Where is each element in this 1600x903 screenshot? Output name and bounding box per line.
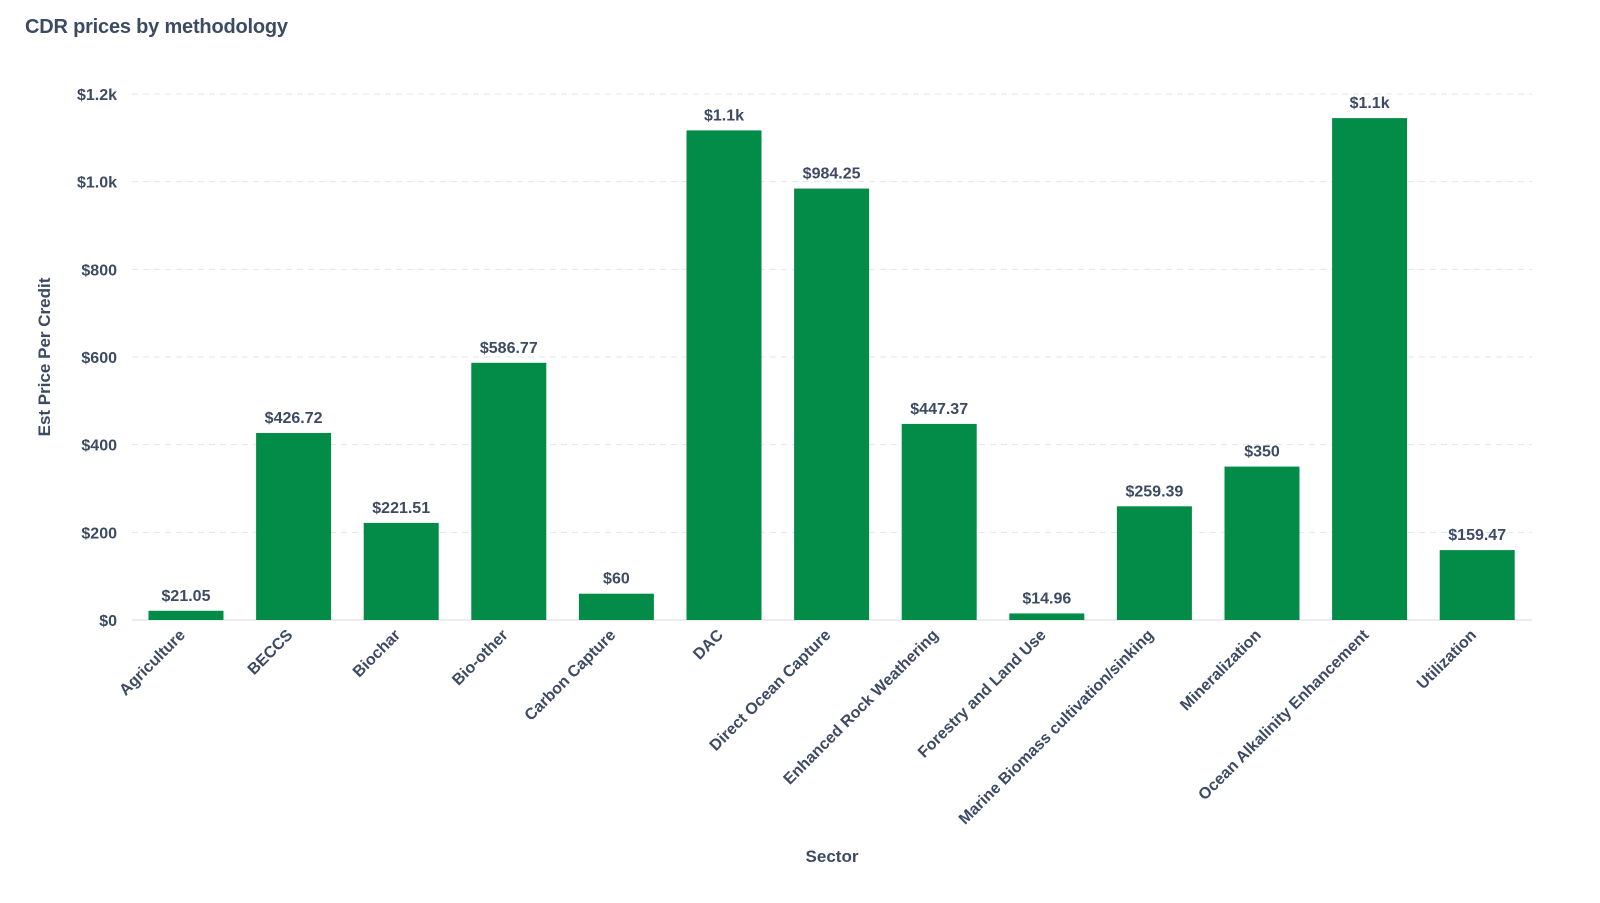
- x-tick-label: Agriculture: [116, 627, 188, 699]
- y-tick-label: $800: [81, 262, 117, 279]
- x-tick-label: BECCS: [245, 627, 297, 679]
- data-label: $447.37: [910, 401, 968, 418]
- x-tick-label: Marine Biomass cultivation/sinking: [956, 627, 1157, 828]
- y-tick-label: $1.2k: [77, 87, 117, 104]
- x-tick-label: Utilization: [1414, 627, 1480, 693]
- bars: [148, 118, 1515, 621]
- y-tick-label: $400: [81, 438, 117, 455]
- bar[interactable]: [686, 130, 762, 621]
- x-axis-title: Sector: [806, 847, 859, 866]
- bar[interactable]: [794, 188, 870, 620]
- data-label: $984.25: [803, 166, 861, 183]
- data-label: $259.39: [1125, 483, 1183, 500]
- bar[interactable]: [578, 593, 654, 620]
- y-tick-label: $200: [81, 525, 117, 542]
- y-axis-title: Est Price Per Credit: [35, 277, 54, 436]
- data-label: $1.1k: [704, 107, 744, 124]
- x-tick-label: Direct Ocean Capture: [707, 627, 835, 755]
- bar[interactable]: [1332, 118, 1408, 620]
- data-label: $1.1k: [1350, 95, 1390, 112]
- y-tick-label: $600: [81, 350, 117, 367]
- bar[interactable]: [1009, 613, 1085, 620]
- bar[interactable]: [256, 432, 332, 620]
- bar[interactable]: [148, 610, 224, 620]
- bar[interactable]: [901, 423, 977, 620]
- x-tick-label: Ocean Alkalinity Enhancement: [1195, 626, 1372, 803]
- data-label: $60: [603, 571, 630, 588]
- bar[interactable]: [1224, 466, 1300, 620]
- y-tick-label: $0: [99, 613, 117, 630]
- data-label: $586.77: [480, 340, 538, 357]
- x-tick-label: Carbon Capture: [522, 627, 620, 725]
- data-labels: $21.05 $426.72 $221.51 $586.77 $60 $1.1k $984.…: [162, 95, 1507, 607]
- y-axis-ticks: $0 $200 $400 $600 $800 $1.0k $1.2k: [77, 87, 117, 630]
- x-tick-label: Bio-other: [449, 627, 511, 689]
- x-tick-label: Mineralization: [1177, 627, 1264, 714]
- y-tick-label: $1.0k: [77, 175, 117, 192]
- chart-title: CDR prices by methodology: [25, 16, 288, 38]
- data-label: $14.96: [1022, 590, 1071, 607]
- x-tick-label: Biochar: [350, 627, 404, 681]
- x-axis-ticks: Agriculture BECCS Biochar Bio-other Carbon C…: [116, 626, 1480, 828]
- bar[interactable]: [1439, 550, 1515, 620]
- bar[interactable]: [471, 362, 547, 620]
- data-label: $221.51: [372, 500, 430, 517]
- data-label: $426.72: [265, 410, 323, 427]
- data-label: $350: [1244, 444, 1280, 461]
- data-label: $21.05: [162, 588, 211, 605]
- data-label: $159.47: [1448, 527, 1506, 544]
- bar[interactable]: [1116, 506, 1192, 620]
- x-tick-label: DAC: [690, 626, 727, 663]
- bar[interactable]: [363, 522, 439, 620]
